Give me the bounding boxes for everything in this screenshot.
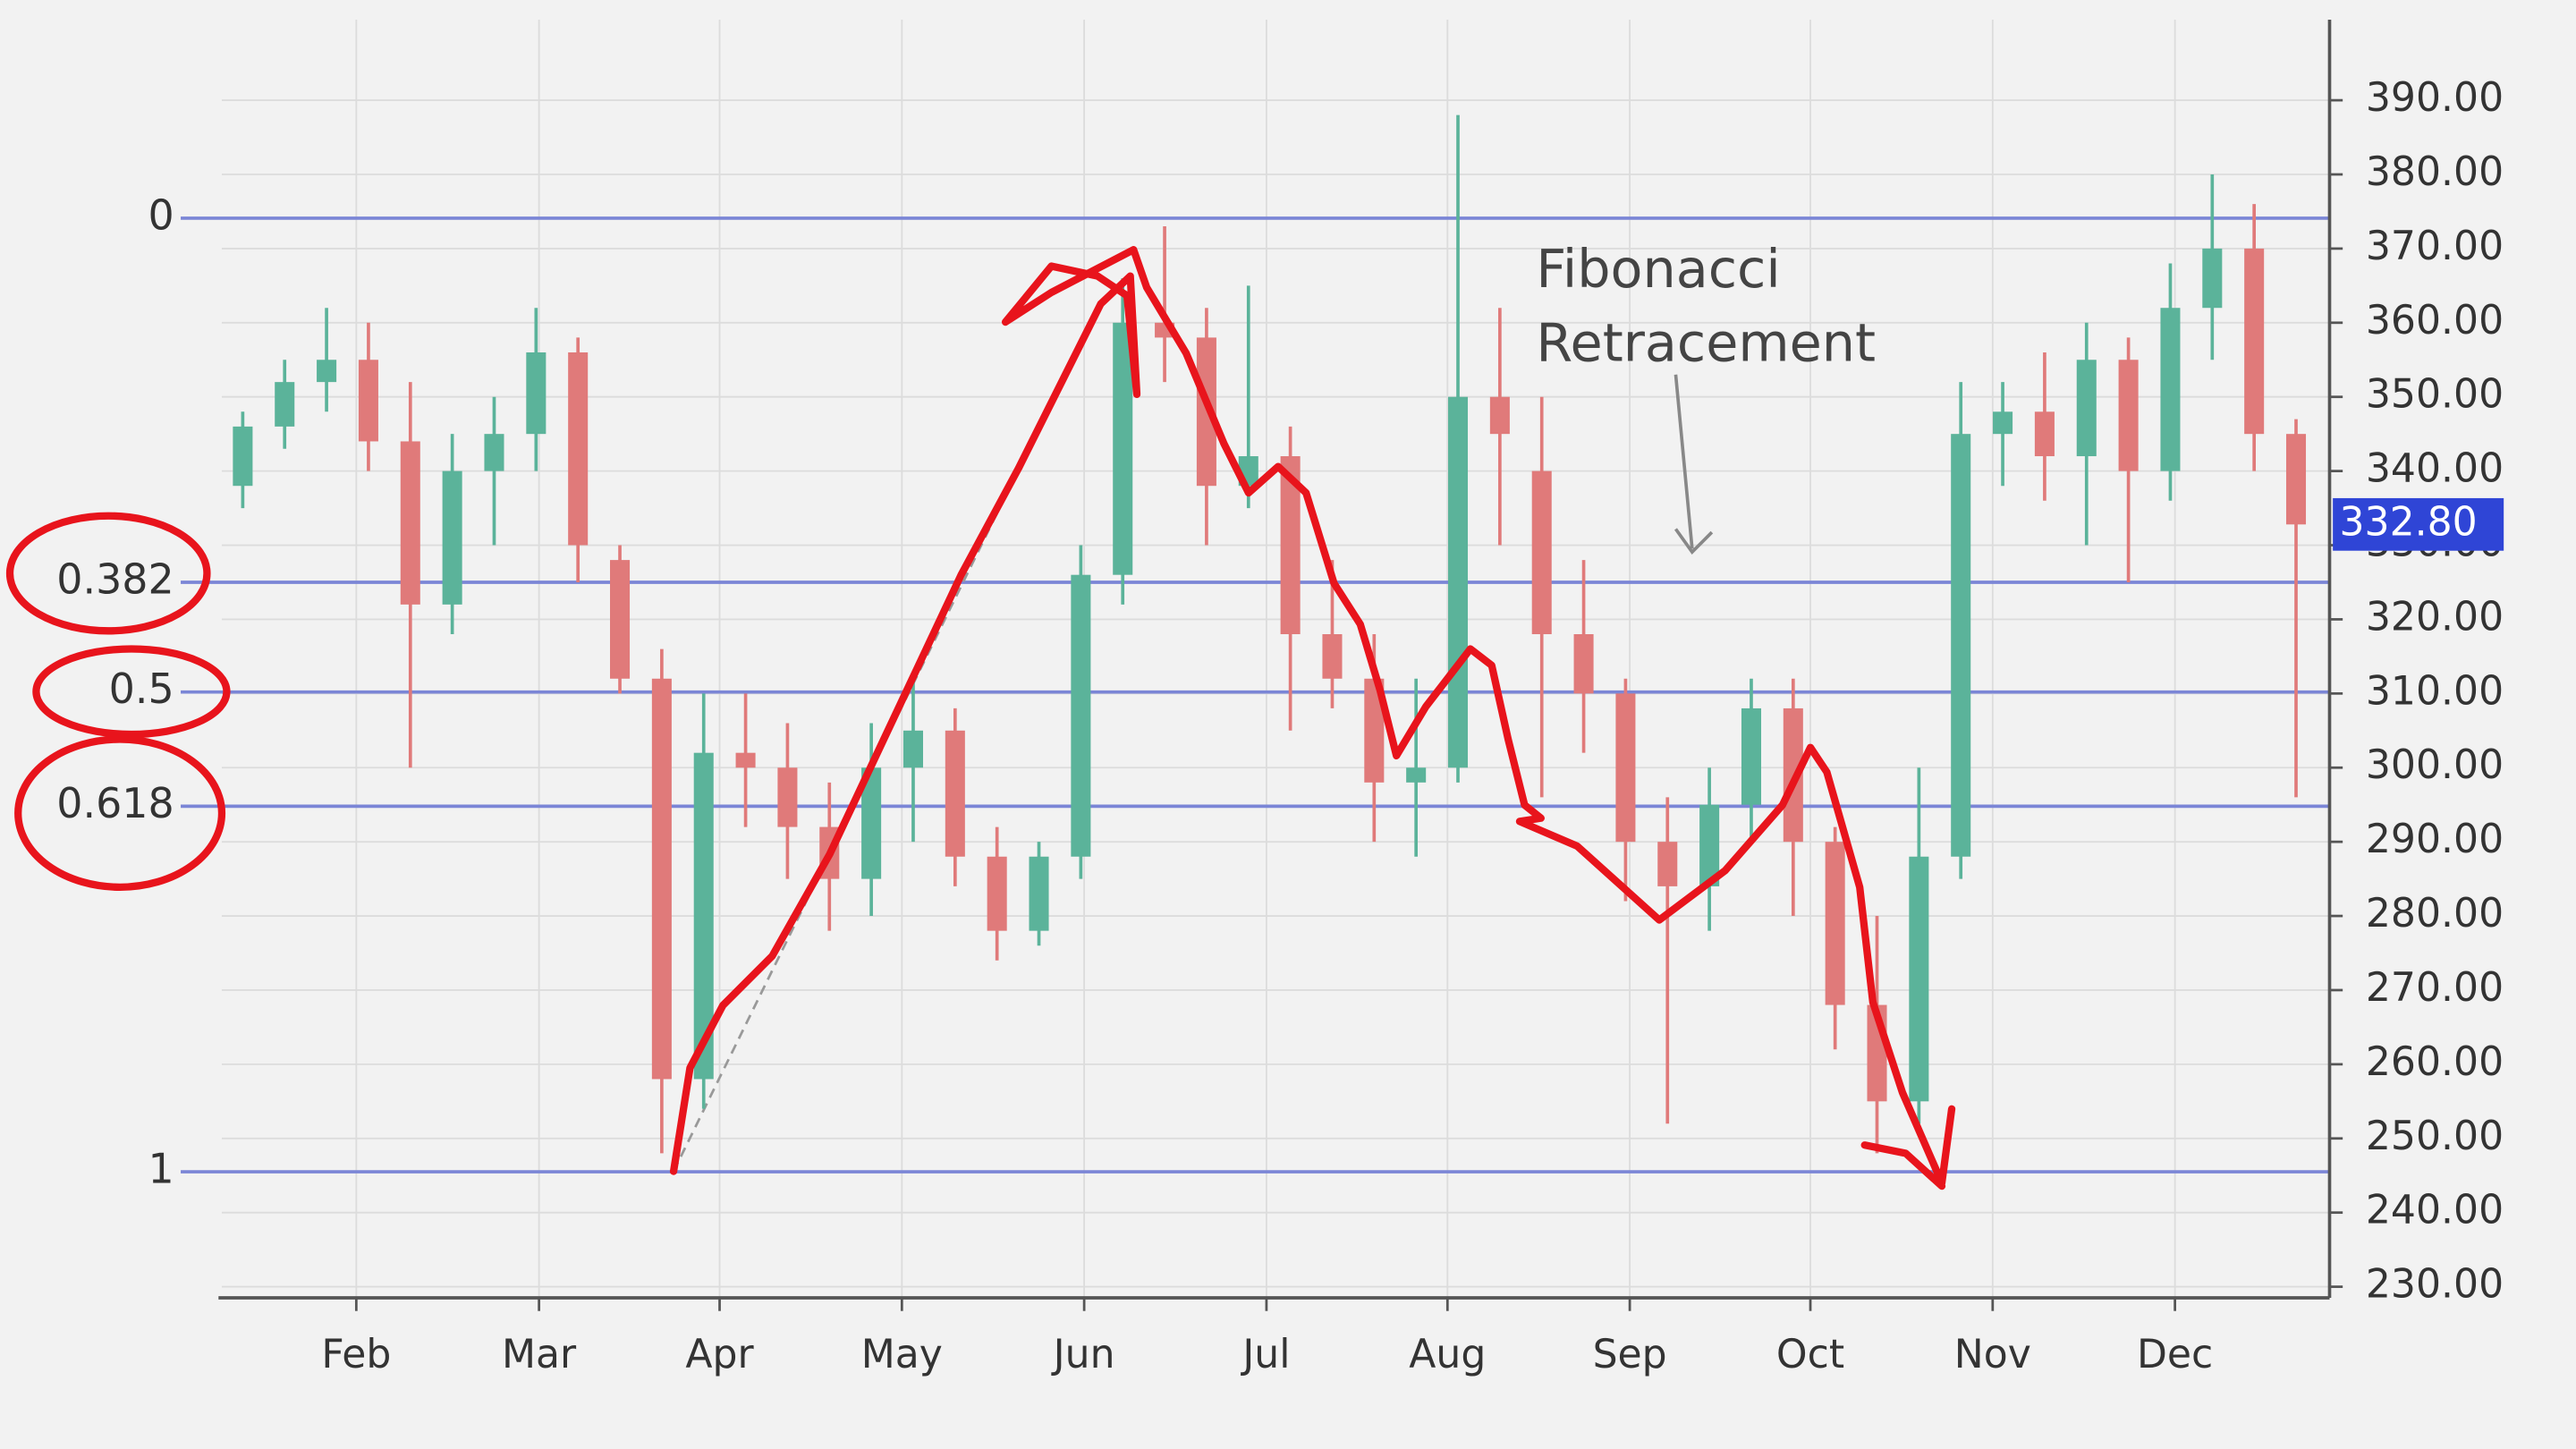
candle-body: [442, 470, 462, 605]
candle-body: [568, 352, 589, 546]
x-tick-label: Mar: [502, 1332, 577, 1377]
candle-body: [2118, 360, 2139, 471]
candle-body: [1909, 856, 1929, 1102]
candle-body: [2285, 434, 2307, 525]
fib-level-label: 0.618: [56, 779, 174, 827]
candle-body: [1993, 411, 2013, 435]
y-tick-label: 240.00: [2366, 1188, 2504, 1233]
hand-drawing: [5, 246, 1956, 1191]
y-tick-label: 380.00: [2366, 149, 2504, 195]
x-tick-label: Feb: [321, 1332, 391, 1377]
y-tick-label: 310.00: [2366, 668, 2504, 714]
annotation-text: Fibonacci: [1536, 238, 1780, 300]
candle-body: [1489, 396, 1510, 435]
y-tick-label: 360.00: [2366, 298, 2504, 343]
annotation-arrow: [1674, 374, 1714, 555]
candle-body: [2244, 248, 2265, 435]
candle-body: [400, 441, 420, 605]
candle-body: [2076, 360, 2097, 457]
candle-body: [693, 752, 714, 1080]
candle-body: [2034, 411, 2055, 457]
candle-body: [902, 730, 923, 768]
y-tick-label: 250.00: [2366, 1114, 2504, 1159]
candle-body: [1657, 842, 1678, 886]
y-tick-label: 350.00: [2366, 372, 2504, 418]
fib-level-label: 1: [148, 1145, 174, 1193]
x-tick-label: Oct: [1776, 1332, 1844, 1377]
candle-body: [1406, 767, 1427, 783]
candle-body: [610, 560, 631, 679]
candle-body: [526, 352, 547, 435]
hand-circle: [14, 735, 226, 891]
annotation-text: Retracement: [1536, 312, 1876, 374]
candle-body: [945, 730, 965, 857]
x-tick-label: Jul: [1240, 1332, 1290, 1377]
candle-body: [1531, 470, 1552, 635]
y-tick-label: 300.00: [2366, 742, 2504, 788]
candles: [233, 114, 2307, 1154]
fib-level-label: 0.382: [56, 555, 174, 603]
candle-body: [1951, 434, 1971, 857]
last-price-box: [2333, 497, 2504, 551]
candle-body: [1364, 678, 1385, 783]
candle-body: [735, 752, 756, 768]
candle-body: [484, 434, 504, 471]
candle-body: [2160, 308, 2181, 471]
candle-body: [1322, 634, 1343, 679]
x-tick-label: Dec: [2137, 1332, 2213, 1377]
candle-body: [861, 767, 882, 879]
candle-body: [317, 360, 337, 383]
x-tick-label: Aug: [1409, 1332, 1486, 1377]
last-price-label: 332.80: [2340, 499, 2478, 545]
candle-body: [1825, 842, 1845, 1005]
candle-body: [358, 360, 378, 442]
axis-labels: 230.00 240.00 250.00 260.00 270.00 280.00 290.…: [321, 75, 2504, 1377]
candle-body: [1573, 634, 1594, 694]
y-tick-label: 260.00: [2366, 1039, 2504, 1085]
hand-circle: [32, 645, 231, 739]
candle-body: [1113, 322, 1133, 575]
candle-body: [1280, 456, 1301, 635]
y-tick-label: 340.00: [2366, 446, 2504, 492]
candle-body: [987, 856, 1007, 931]
y-tick-label: 370.00: [2366, 224, 2504, 269]
candle-body: [2202, 248, 2223, 309]
candle-body: [777, 767, 798, 827]
x-tick-label: Apr: [685, 1332, 754, 1377]
y-tick-label: 230.00: [2366, 1262, 2504, 1308]
x-tick-label: Jun: [1051, 1332, 1115, 1377]
fib-level-label: 0.5: [109, 665, 174, 713]
candle-body: [1741, 708, 1761, 805]
y-tick-label: 320.00: [2366, 594, 2504, 640]
fib-level-label: 0: [148, 191, 174, 239]
y-tick-label: 390.00: [2366, 75, 2504, 121]
candle-body: [1447, 396, 1469, 768]
candle-body: [233, 426, 253, 487]
x-tick-label: Sep: [1593, 1332, 1667, 1377]
y-tick-label: 270.00: [2366, 965, 2504, 1011]
y-tick-label: 290.00: [2366, 817, 2504, 862]
y-tick-label: 280.00: [2366, 891, 2504, 936]
fib-levels: 0 0.382 0.5 0.618 1: [56, 191, 2330, 1193]
x-tick-label: May: [861, 1332, 943, 1377]
candle-body: [1196, 337, 1216, 487]
candle-body: [1029, 856, 1049, 931]
candle-body: [651, 678, 672, 1080]
candle-body: [1615, 693, 1636, 843]
candle-body: [1699, 804, 1720, 886]
hand-stroke: [669, 246, 1956, 1191]
candle-body: [1071, 574, 1091, 857]
candle-body: [275, 382, 295, 427]
hand-circle: [5, 512, 211, 635]
x-tick-label: Nov: [1954, 1332, 2031, 1377]
